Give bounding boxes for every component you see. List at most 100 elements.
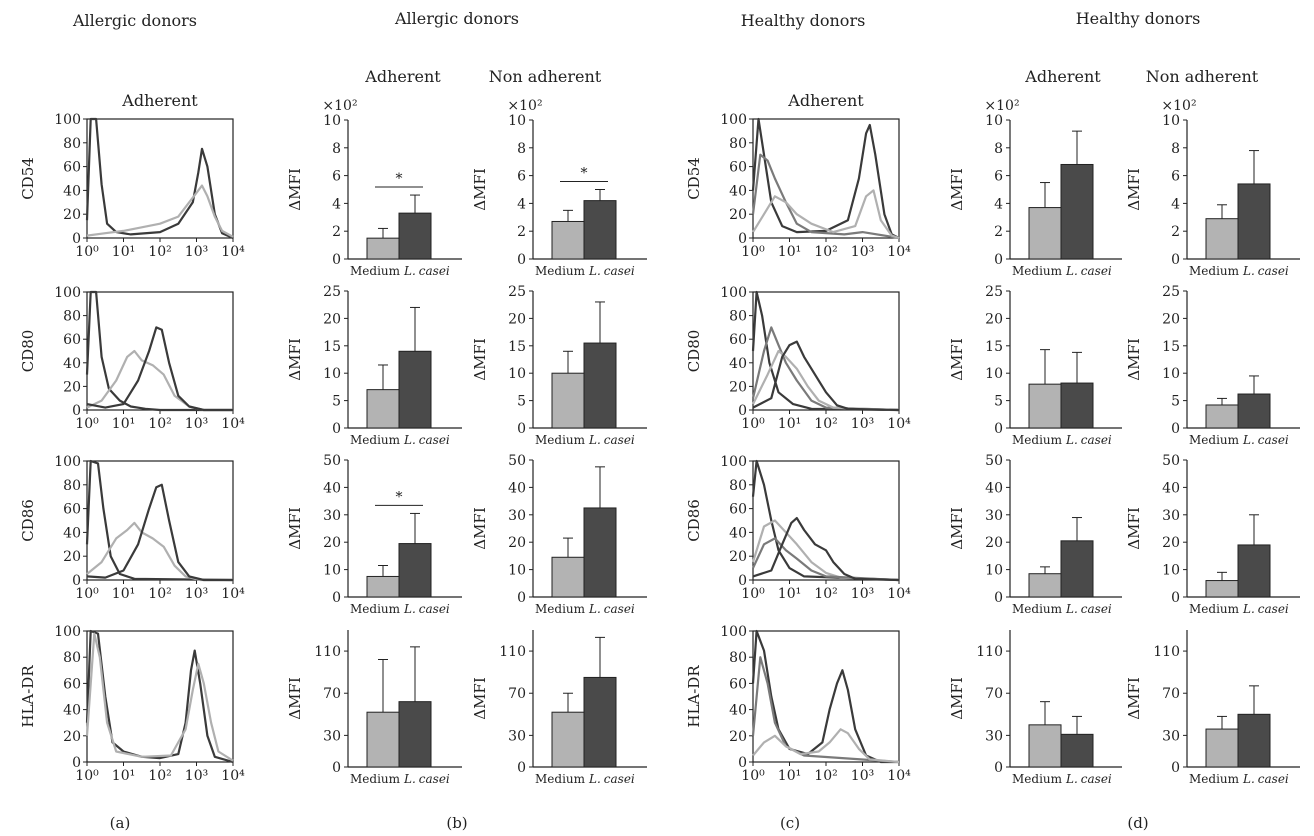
hist-0-3-ytick-label: 80 (63, 650, 81, 666)
hist-1-1-ytick-label: 60 (729, 332, 747, 348)
hist-0-2-ytick-label: 20 (63, 549, 81, 565)
bar-1-5-xcat-medium: Medium (1189, 602, 1240, 616)
bar-0-4-xcat-casei-species: casei (419, 602, 450, 616)
bar-1-3-xcat-medium: Medium (1189, 433, 1240, 447)
hist-0-3-curve-1 (85, 632, 234, 762)
hist-0-1-marker-label: CD80 (19, 330, 37, 373)
bar-0-1-xcat-casei-species: casei (604, 264, 635, 278)
bar-0-4-xcat-casei-genus: L. (403, 602, 416, 616)
hist-0-3-ytick-label: 0 (72, 755, 81, 771)
hist-1-2-ytick-label: 0 (738, 573, 747, 589)
bar-1-0-xcat-casei: L. casei (1065, 264, 1112, 278)
bar-1-0-ytick-label: 4 (994, 196, 1003, 212)
bar-0-0-sig-star: * (396, 171, 403, 187)
bar-1-1-bar-casei (1237, 183, 1271, 260)
bar-1-2-ylabel: ΔMFI (948, 338, 966, 381)
hist-0-2-xtick-label: 10⁴ (221, 586, 245, 602)
bar-0-3-xcat-casei-genus: L. (588, 433, 601, 447)
bar-1-6-ytick-label: 0 (994, 760, 1003, 776)
bar-1-2-ytick-label: 0 (994, 421, 1003, 437)
hist-0-3-xtick-label: 10² (148, 768, 171, 784)
subheader-d-right: Non adherent (1146, 67, 1259, 86)
hist-1-2-curve-2 (752, 537, 900, 582)
bar-0-0-ylabel: ΔMFI (286, 168, 304, 211)
bar-0-3-bar-casei (583, 342, 617, 429)
bar-1-2-ytick-label: 20 (985, 311, 1003, 327)
hist-1-2-ytick-label: 60 (729, 502, 747, 518)
bar-1-1-ytick-label: 2 (1171, 224, 1180, 240)
bar-1-4-ytick-label: 20 (985, 535, 1003, 551)
bar-1-4-ytick-label: 0 (994, 590, 1003, 606)
bar-0-1-ytick-label: 4 (517, 196, 526, 212)
hist-0-0-xtick-label: 10⁴ (221, 244, 245, 260)
hist-0-0-xtick-label: 10¹ (112, 244, 135, 260)
bar-0-0-ytick-label: 8 (332, 141, 341, 157)
bar-0-5-ytick-label: 30 (508, 508, 526, 524)
bar-1-5-ytick-label: 50 (1162, 453, 1180, 469)
hist-0-0-curve-0 (85, 117, 234, 240)
hist-1-0-xtick-label: 10⁰ (741, 244, 765, 260)
bar-0-4-ytick-label: 10 (323, 563, 341, 579)
panel-label-c: (c) (780, 814, 800, 832)
bar-0-5-ytick-label: 50 (508, 453, 526, 469)
hist-0-0-ytick-label: 20 (63, 207, 81, 223)
subheader-a: Adherent (121, 91, 198, 110)
bar-1-5-ytick-label: 40 (1162, 480, 1180, 496)
hist-1-2-curve-0 (751, 459, 900, 582)
hist-1-2-ytick-label: 40 (729, 525, 747, 541)
hist-1-3-xtick-label: 10³ (851, 768, 874, 784)
bar-1-7-ytick-label: 30 (1162, 728, 1180, 744)
bar-0-6-ytick-label: 110 (314, 644, 341, 660)
hist-0-0-ytick-label: 40 (63, 183, 81, 199)
bar-0-0-bar-casei (398, 212, 432, 260)
hist-0-1-curve-0 (85, 290, 233, 412)
bar-0-7-xcat-medium: Medium (535, 772, 586, 786)
hist-0-1-xtick-label: 10² (148, 416, 171, 432)
panel-label-b: (b) (446, 814, 467, 832)
bar-0-2-xcat-medium: Medium (350, 433, 401, 447)
bar-1-2-ytick-label: 10 (985, 366, 1003, 382)
subheader-b-left: Adherent (364, 67, 441, 86)
hist-0-2-xtick-label: 10² (148, 586, 171, 602)
hist-0-0-ytick-label: 80 (63, 136, 81, 152)
hist-1-0-curve-2 (752, 189, 900, 240)
bar-1-6-xcat-medium: Medium (1012, 772, 1063, 786)
bar-1-3-xcat-casei-genus: L. (1242, 433, 1255, 447)
hist-1-1-xtick-label: 10¹ (778, 416, 801, 432)
hist-0-2-curve-1 (86, 521, 233, 582)
hist-0-3-ytick-label: 60 (63, 676, 81, 692)
hist-0-0-xtick-label: 10⁰ (75, 244, 99, 260)
hist-1-0-xtick-label: 10¹ (778, 244, 801, 260)
bar-1-6-bar-casei (1060, 733, 1094, 768)
subheader-d-left: Adherent (1024, 67, 1101, 86)
bar-0-0-xcat-casei-genus: L. (403, 264, 416, 278)
bar-0-0-ytick-label: 10 (323, 113, 341, 129)
hist-1-1-curve-3 (752, 340, 900, 412)
bar-1-2-bar-medium (1028, 383, 1062, 429)
bar-0-4-ytick-label: 20 (323, 535, 341, 551)
bar-0-7-xcat-casei-genus: L. (588, 772, 601, 786)
bar-1-1-ytick-label: 0 (1171, 252, 1180, 268)
bar-0-1-ytick-label: 10 (508, 113, 526, 129)
bar-0-6-ytick-label: 30 (323, 728, 341, 744)
bar-0-1-xcat-casei-genus: L. (588, 264, 601, 278)
bar-0-1-bar-medium (551, 220, 585, 260)
bar-1-0-ytick-label: 2 (994, 224, 1003, 240)
bar-0-0-ytick-label: 6 (332, 169, 341, 185)
hist-0-2-ytick-label: 100 (54, 454, 81, 470)
bar-1-2-bar-casei (1060, 382, 1094, 429)
bar-0-4-ytick-label: 40 (323, 480, 341, 496)
hist-1-1-curve-0 (751, 290, 900, 412)
bar-0-4-ytick-label: 50 (323, 453, 341, 469)
bar-1-2-xcat-casei: L. casei (1065, 433, 1112, 447)
bar-0-7-ytick-label: 30 (508, 728, 526, 744)
hist-1-1-curve-1 (751, 326, 900, 412)
bar-1-5-ytick-label: 30 (1162, 508, 1180, 524)
bar-1-2-ytick-label: 25 (985, 284, 1003, 300)
bar-0-2-ytick-label: 0 (332, 421, 341, 437)
bar-1-3-ytick-label: 20 (1162, 311, 1180, 327)
bar-1-4-xcat-casei: L. casei (1065, 602, 1112, 616)
bar-0-7-ytick-label: 110 (499, 644, 526, 660)
bar-1-1-xcat-casei-genus: L. (1242, 264, 1255, 278)
